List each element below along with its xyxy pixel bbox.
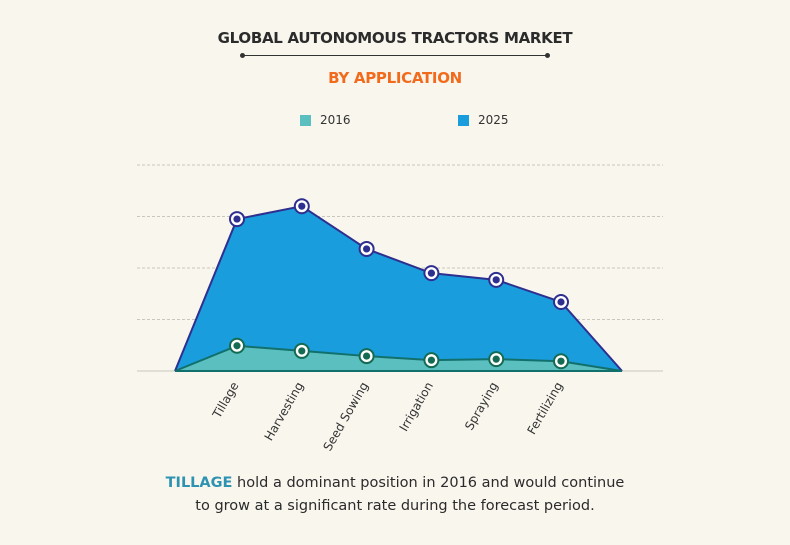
x-tick-label: Fertilizing: [524, 380, 565, 437]
legend-item-2016: 2016: [300, 113, 351, 127]
line-2025: [174, 205, 623, 372]
legend-item-2025: 2025: [458, 113, 509, 127]
data-point-dot-2025: [298, 202, 306, 210]
data-point-dot-2016: [427, 356, 435, 364]
data-point-dot-2016: [557, 357, 565, 365]
chart-title: GLOBAL AUTONOMOUS TRACTORS MARKET: [217, 29, 573, 47]
area-2025: [175, 206, 622, 371]
line-2016: [174, 344, 623, 372]
data-point-dot-2025: [557, 298, 565, 306]
x-tick-label: Spraying: [462, 380, 501, 433]
caption-line2: to grow at a significant rate during the…: [195, 498, 595, 514]
data-point-dot-2025: [233, 215, 241, 223]
data-point-dot-2016: [298, 347, 306, 355]
x-tick-label: Irrigation: [397, 380, 436, 434]
caption-highlight: TILLAGE: [165, 475, 233, 491]
x-tick-label: Harvesting: [262, 380, 307, 444]
legend-label-2025: 2025: [478, 113, 509, 127]
data-point-dot-2016: [363, 352, 371, 360]
legend-swatch-2025: [458, 114, 469, 126]
data-point-dot-2025: [363, 245, 371, 253]
title-divider: [240, 53, 550, 58]
legend-swatch-2016: [300, 114, 311, 126]
x-tick-label: Seed Sowing: [320, 380, 371, 454]
legend-label-2016: 2016: [320, 113, 351, 127]
caption-line1: hold a dominant position in 2016 and wou…: [232, 475, 625, 491]
data-point-dot-2025: [427, 269, 435, 277]
data-point-dot-2016: [492, 355, 500, 363]
data-point-dot-2025: [492, 276, 500, 284]
x-tick-label: Tillage: [209, 380, 241, 422]
caption: TILLAGE hold a dominant position in 2016…: [0, 472, 790, 518]
chart-subtitle: BY APPLICATION: [328, 69, 462, 87]
data-point-dot-2016: [233, 342, 241, 350]
